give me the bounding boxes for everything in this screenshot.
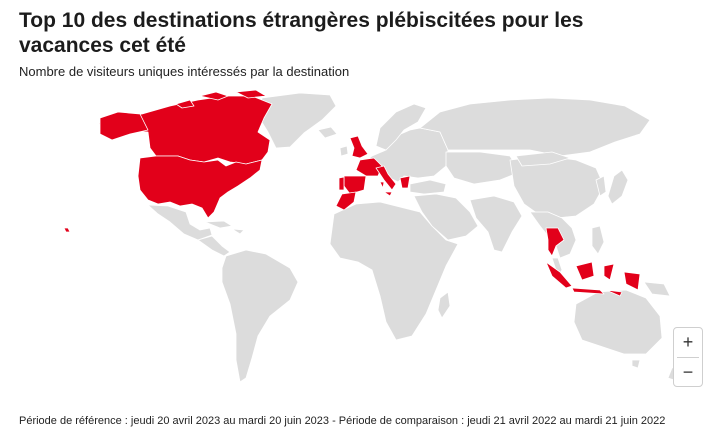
world-map[interactable] [0,88,713,408]
country-australia[interactable] [573,289,663,355]
country-ireland[interactable] [339,145,349,157]
country-thailand[interactable] [545,227,565,257]
island-tasmania[interactable] [631,359,641,369]
country-united-kingdom[interactable] [349,135,369,159]
region-south-asia[interactable] [469,195,523,253]
region-canada-arctic[interactable] [175,89,267,109]
region-caribbean[interactable] [204,220,245,235]
country-spain[interactable] [343,175,367,195]
region-east-asia[interactable] [509,155,605,219]
land-layer [147,92,687,383]
country-greece[interactable] [399,175,411,189]
region-central-asia[interactable] [445,151,521,185]
country-mongolia[interactable] [515,151,571,167]
region-central-america[interactable] [197,235,231,257]
country-united-states-alaska[interactable] [99,111,149,141]
country-morocco[interactable] [335,191,357,211]
reference-period-note: Période de référence : jeudi 20 avril 20… [19,415,666,427]
zoom-divider [677,357,699,358]
chart-title: Top 10 des destinations étrangères plébi… [19,9,584,57]
zoom-out-button[interactable]: − [682,362,694,382]
zoom-in-button[interactable]: + [682,332,694,352]
region-russia[interactable] [419,97,651,157]
region-africa[interactable] [329,201,459,341]
chart-subtitle: Nombre de visiteurs uniques intéressés p… [19,64,350,79]
region-korea-japan[interactable] [595,169,629,205]
country-indonesia[interactable] [545,261,641,297]
country-mexico[interactable] [147,204,213,241]
country-iceland[interactable] [317,126,338,139]
country-turkey[interactable] [409,179,447,195]
country-papua-new-guinea[interactable] [643,281,671,297]
region-south-america[interactable] [221,249,299,383]
highlighted-layer [63,89,641,297]
region-middle-east[interactable] [413,193,479,241]
zoom-control: + − [673,327,703,387]
country-greenland[interactable] [257,92,337,149]
region-scandinavia[interactable] [375,103,427,151]
country-canada[interactable] [97,95,273,165]
country-united-states[interactable] [137,155,263,219]
country-italy[interactable] [375,165,397,197]
country-portugal[interactable] [338,176,345,191]
country-madagascar[interactable] [437,291,451,319]
country-philippines[interactable] [591,225,605,255]
country-france[interactable] [355,157,383,177]
country-united-states-hawaii[interactable] [63,227,71,233]
